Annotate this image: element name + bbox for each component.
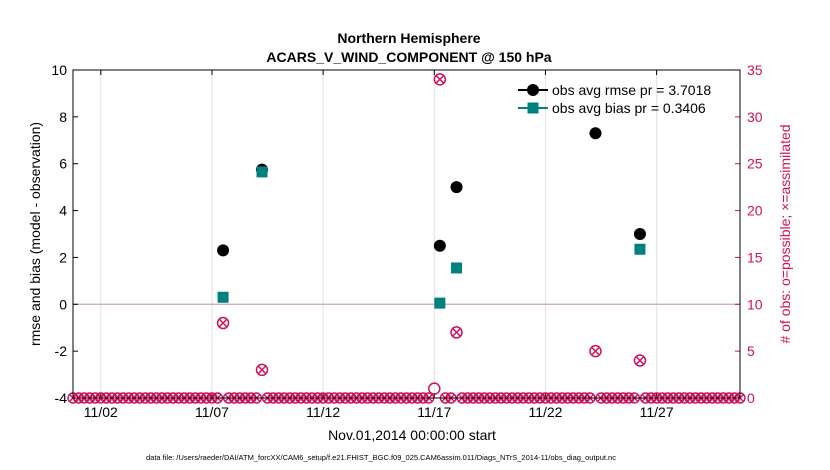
obs-assimilated-point bbox=[257, 365, 267, 374]
y-tick-label-left: -2 bbox=[55, 343, 68, 359]
y-tick-label-left: 6 bbox=[59, 156, 67, 172]
bias-point bbox=[256, 166, 268, 178]
rmse-point bbox=[450, 181, 463, 194]
bias-point bbox=[634, 243, 646, 255]
obs-possible-point bbox=[255, 363, 269, 377]
legend: obs avg rmse pr = 3.7018 obs avg bias pr… bbox=[518, 82, 711, 116]
rmse-point bbox=[633, 228, 646, 240]
obs-possible-point bbox=[216, 316, 230, 330]
x-tick-label: 11/02 bbox=[84, 404, 118, 420]
obs-assimilated-point bbox=[219, 318, 228, 328]
bias-point bbox=[434, 297, 446, 309]
chart-title-line2: ACARS_V_WIND_COMPONENT @ 150 hPa bbox=[266, 49, 551, 65]
obs-assimilated-point bbox=[635, 356, 644, 365]
axis-ticks: 11/02 11/07 11/12 11/17 11/22 11/27 -4 -2 0 2 4 6 8 1… bbox=[51, 62, 762, 420]
plot-marks bbox=[67, 73, 746, 404]
legend-rmse-label: obs avg rmse pr = 3.7018 bbox=[552, 82, 711, 98]
grid bbox=[100, 70, 658, 398]
chart-title-line1: Northern Hemisphere bbox=[337, 30, 480, 46]
x-tick-label: 11/17 bbox=[417, 404, 451, 420]
obs-assimilated-point bbox=[591, 347, 600, 356]
y-tick-label-right: 25 bbox=[747, 156, 763, 172]
footer-data-file: data file: /Users/raeder/DAI/ATM_forcXX/… bbox=[146, 453, 616, 462]
y-tick-label-right: 0 bbox=[747, 390, 755, 406]
bias-point bbox=[451, 262, 463, 274]
x-tick-label: 11/27 bbox=[640, 404, 674, 420]
rmse-point bbox=[217, 244, 230, 257]
bias-point bbox=[217, 291, 229, 303]
obs-possible-point bbox=[633, 354, 647, 367]
y-tick-label-right: 30 bbox=[747, 109, 763, 125]
y-tick-label-left: 8 bbox=[59, 109, 67, 125]
x-tick-label: 11/22 bbox=[528, 404, 562, 420]
x-tick-label: 11/07 bbox=[195, 404, 229, 420]
y-tick-label-right: 5 bbox=[747, 343, 755, 359]
y-tick-label-left: 4 bbox=[59, 203, 67, 219]
obs-possible-point bbox=[428, 382, 441, 395]
rmse-point bbox=[433, 239, 446, 252]
y-axis-label-right: # of obs: o=possible; ×=assimilated bbox=[777, 124, 793, 343]
legend-bias-label: obs avg bias pr = 0.3406 bbox=[552, 100, 706, 116]
obs-assimilated-point bbox=[452, 328, 461, 337]
plot-frame bbox=[72, 69, 741, 399]
legend-entry-rmse: obs avg rmse pr = 3.7018 bbox=[518, 82, 711, 98]
rmse-point bbox=[589, 127, 602, 140]
obs-possible-point bbox=[433, 73, 447, 86]
x-tick-label: 11/12 bbox=[306, 404, 340, 420]
y-tick-label-left: -4 bbox=[55, 390, 68, 406]
y-axis-label-left: rmse and bias (model - observation) bbox=[27, 122, 43, 346]
y-tick-label-right: 15 bbox=[747, 249, 763, 265]
y-tick-label-right: 35 bbox=[747, 62, 763, 78]
y-tick-label-right: 10 bbox=[747, 296, 763, 312]
obs-possible-point bbox=[450, 326, 463, 339]
legend-bias-marker bbox=[527, 102, 539, 114]
obs-possible-point bbox=[589, 344, 602, 358]
y-tick-label-left: 10 bbox=[51, 62, 67, 78]
legend-rmse-marker bbox=[527, 84, 539, 96]
y-tick-label-left: 0 bbox=[59, 296, 67, 312]
legend-entry-bias: obs avg bias pr = 0.3406 bbox=[518, 100, 706, 116]
y-tick-label-right: 20 bbox=[747, 203, 763, 219]
obs-assimilated-point bbox=[435, 75, 444, 84]
x-axis-label: Nov.01,2014 00:00:00 start bbox=[328, 427, 496, 443]
y-tick-label-left: 2 bbox=[59, 249, 67, 265]
